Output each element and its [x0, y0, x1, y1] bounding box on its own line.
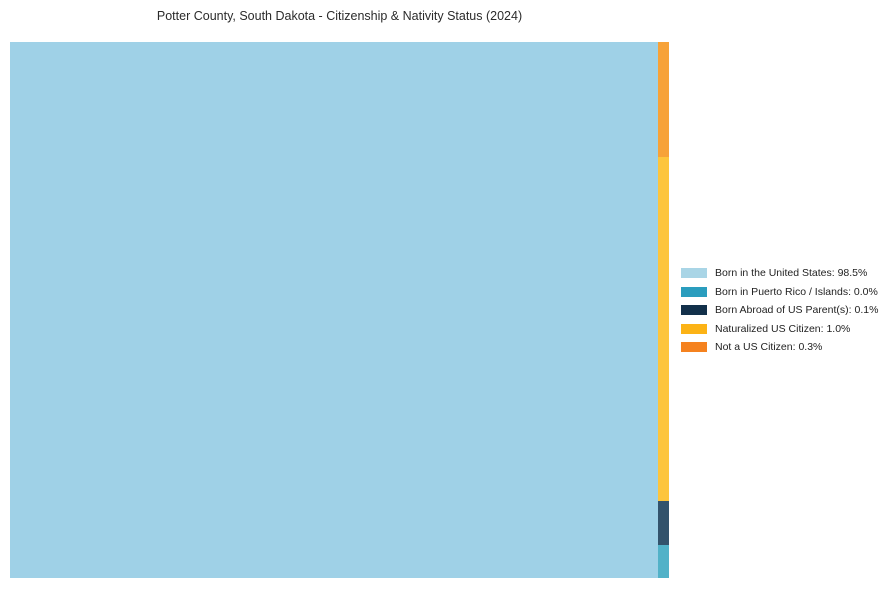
- legend-swatch-born-in-us: [681, 268, 707, 279]
- legend-label: Naturalized US Citizen: 1.0%: [715, 322, 851, 335]
- treemap-rect-naturalized-us-citizen: [657, 157, 669, 501]
- legend-item-naturalized-us-citizen: Naturalized US Citizen: 1.0%: [681, 320, 878, 339]
- chart-title: Potter County, South Dakota - Citizenshi…: [156, 9, 523, 23]
- legend-label: Born in the United States: 98.5%: [715, 267, 868, 280]
- legend-item-born-in-puerto-rico-islands: Born in Puerto Rico / Islands: 0.0%: [681, 283, 878, 302]
- treemap-plot: [10, 42, 669, 578]
- legend-swatch-born-in-puerto-rico-islands: [681, 286, 707, 297]
- legend: Born in the United States: 98.5% Born in …: [681, 264, 878, 357]
- legend-item-not-a-us-citizen: Not a US Citizen: 0.3%: [681, 338, 878, 357]
- treemap-rect-born-in-us: [10, 42, 658, 578]
- treemap-rect-born-in-puerto-rico-islands: [657, 544, 669, 578]
- treemap-rect-not-a-us-citizen: [657, 42, 669, 158]
- legend-item-born-in-us: Born in the United States: 98.5%: [681, 264, 878, 283]
- legend-label: Born in Puerto Rico / Islands: 0.0%: [715, 285, 878, 298]
- legend-swatch-not-a-us-citizen: [681, 342, 707, 353]
- legend-swatch-born-abroad-us-parents: [681, 305, 707, 316]
- legend-label: Not a US Citizen: 0.3%: [715, 341, 823, 354]
- legend-swatch-naturalized-us-citizen: [681, 323, 707, 334]
- legend-label: Born Abroad of US Parent(s): 0.1%: [715, 304, 879, 317]
- treemap-rect-born-abroad-us-parents: [657, 500, 669, 545]
- legend-item-born-abroad-us-parents: Born Abroad of US Parent(s): 0.1%: [681, 301, 878, 320]
